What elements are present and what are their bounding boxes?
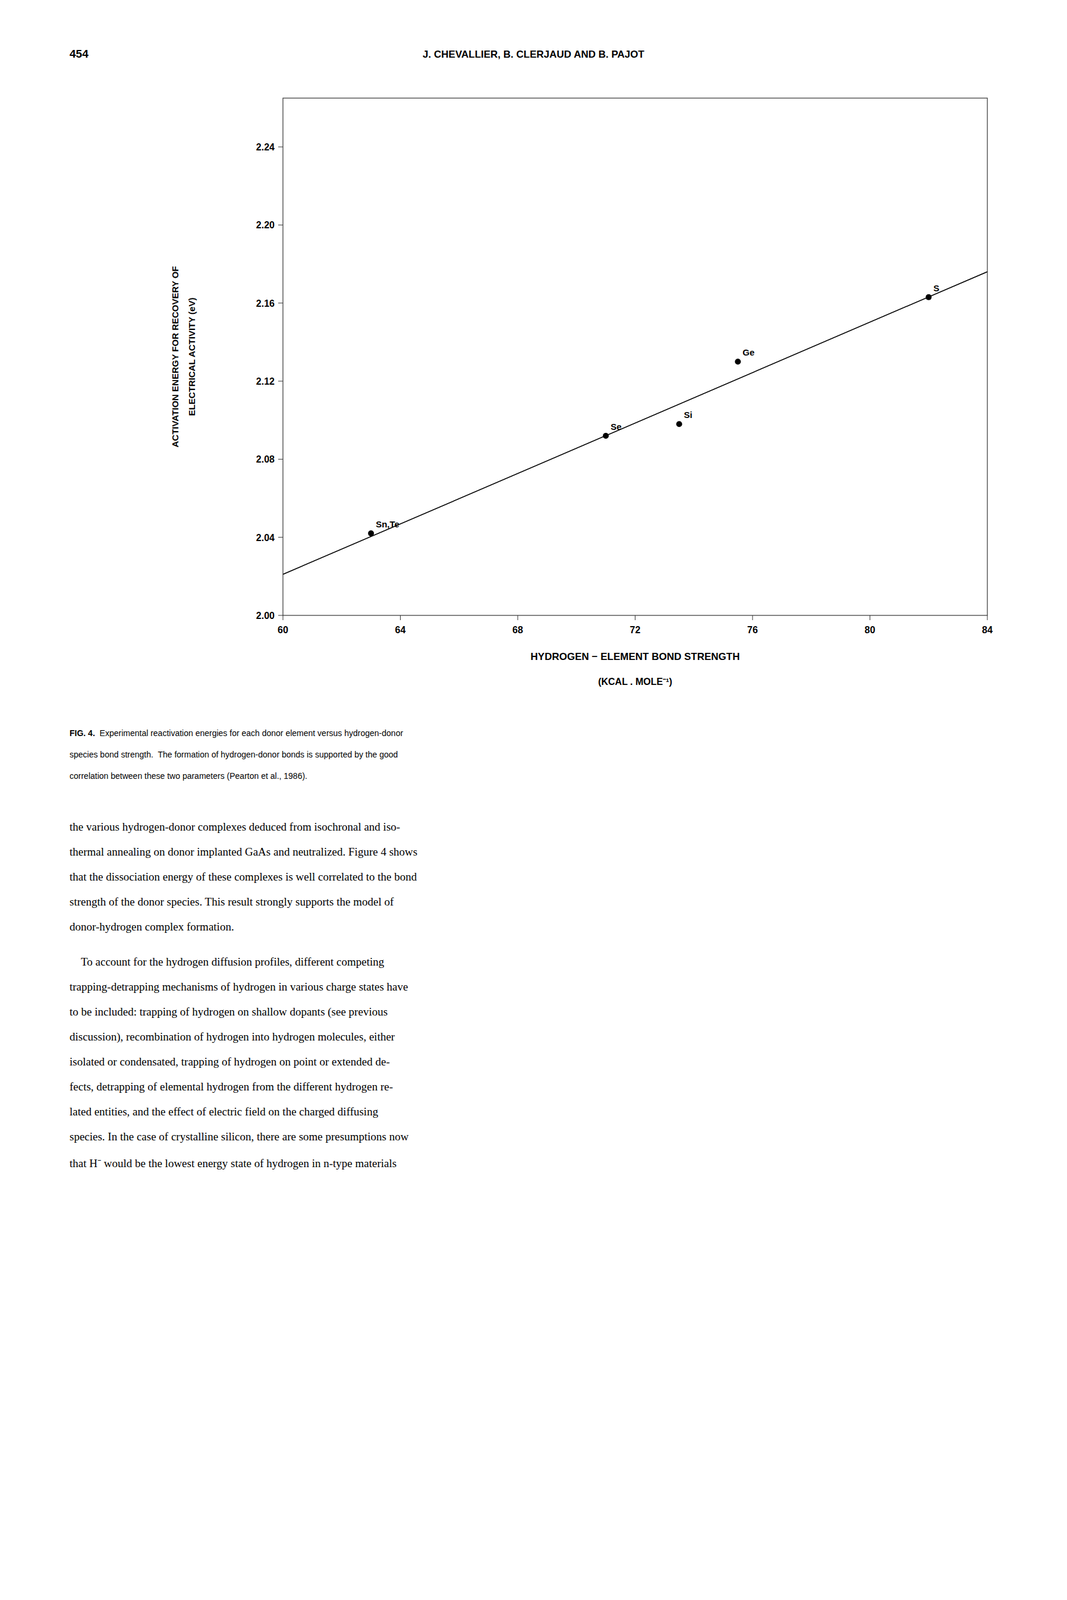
point-label: Si — [684, 409, 693, 420]
point-label: Se — [610, 421, 622, 432]
body-text: donor-hydrogen complex formation. — [69, 920, 235, 934]
point-label: S — [933, 282, 940, 294]
body-text: that the dissociation energy of these co… — [69, 870, 417, 884]
y-tick — [278, 381, 283, 382]
x-tick — [869, 615, 871, 620]
body-text: trapping-detrapping mechanisms of hydrog… — [69, 980, 408, 994]
y-tick — [278, 458, 283, 460]
x-tick-label: 80 — [864, 624, 876, 635]
x-tick-label: 72 — [630, 624, 641, 635]
header-number: 454 — [69, 47, 89, 61]
plot-frame — [282, 98, 988, 616]
caption-text: correlation between these two parameters… — [69, 770, 308, 781]
body-text: To account for the hydrogen diffusion pr… — [69, 955, 385, 969]
body-text: species. In the case of crystalline sili… — [69, 1130, 409, 1144]
y-tick-label: 2.00 — [256, 610, 275, 621]
x-axis-label: (KCAL . MOLE⁻¹) — [597, 676, 673, 687]
caption-text: Experimental reactivation energies for e… — [95, 728, 404, 738]
plot-area — [282, 271, 988, 575]
y-axis-label: ELECTRICAL ACTIVITY (eV) — [186, 297, 197, 417]
point-labels: Sn,Te Se Si Ge S — [375, 282, 940, 530]
caption-label: FIG. 4. — [69, 728, 96, 738]
trend-line — [282, 271, 988, 575]
x-tick-label: 64 — [395, 624, 406, 635]
header-title: J. CHEVALLIER, B. CLERJAUD AND B. PAJOT — [0, 48, 1067, 61]
point-label: Sn,Te — [375, 518, 400, 530]
body-text: strength of the donor species. This resu… — [69, 895, 394, 909]
y-tick-label: 2.08 — [256, 454, 275, 465]
data-point — [734, 358, 741, 365]
y-tick — [278, 615, 283, 616]
y-tick — [278, 302, 283, 304]
y-tick-label: 2.12 — [256, 376, 275, 387]
y-tick — [278, 146, 283, 148]
y-tick — [278, 224, 283, 226]
x-tick-label: 60 — [277, 624, 289, 635]
x-tick-label: 84 — [981, 624, 993, 635]
y-tick-label: 2.16 — [256, 298, 275, 309]
y-tick — [278, 536, 283, 538]
y-tick-label: 2.24 — [256, 142, 275, 153]
data-point — [676, 420, 683, 427]
body-text: thermal annealing on donor implanted GaA… — [69, 845, 418, 859]
body-text: the various hydrogen-donor complexes ded… — [69, 820, 401, 834]
body-text: to be included: trapping of hydrogen on … — [69, 1005, 388, 1019]
x-tick — [400, 615, 401, 620]
body-text: lated entities, and the effect of electr… — [69, 1105, 379, 1119]
body-text: isolated or condensated, trapping of hyd… — [69, 1055, 390, 1069]
chart: 60 64 68 72 76 80 84 2.00 2.04 2.08 2.12 2.16 2.20 2.… — [0, 0, 1067, 714]
x-tick-label: 68 — [512, 624, 524, 635]
x-tick — [987, 615, 988, 620]
x-tick-label: 76 — [747, 624, 758, 635]
y-tick-label: 2.04 — [256, 532, 275, 543]
x-tick — [752, 615, 754, 620]
x-tick — [634, 615, 636, 620]
caption-text: species bond strength. The formation of … — [69, 749, 398, 760]
y-axis-label: ACTIVATION ENERGY FOR RECOVERY OF — [170, 265, 181, 448]
body-text: discussion), recombination of hydrogen i… — [69, 1030, 395, 1044]
y-tick-label: 2.20 — [256, 219, 275, 231]
body-text: fects, detrapping of elemental hydrogen … — [69, 1080, 393, 1094]
x-tick — [282, 615, 284, 620]
caption-line: FIG. 4. Experimental reactivation energi… — [69, 728, 404, 738]
body-text: that H⁻ would be the lowest energy state… — [69, 1154, 397, 1171]
x-tick — [517, 615, 519, 620]
point-label: Ge — [742, 347, 755, 358]
x-axis-label: HYDROGEN − ELEMENT BOND STRENGTH — [530, 650, 741, 663]
